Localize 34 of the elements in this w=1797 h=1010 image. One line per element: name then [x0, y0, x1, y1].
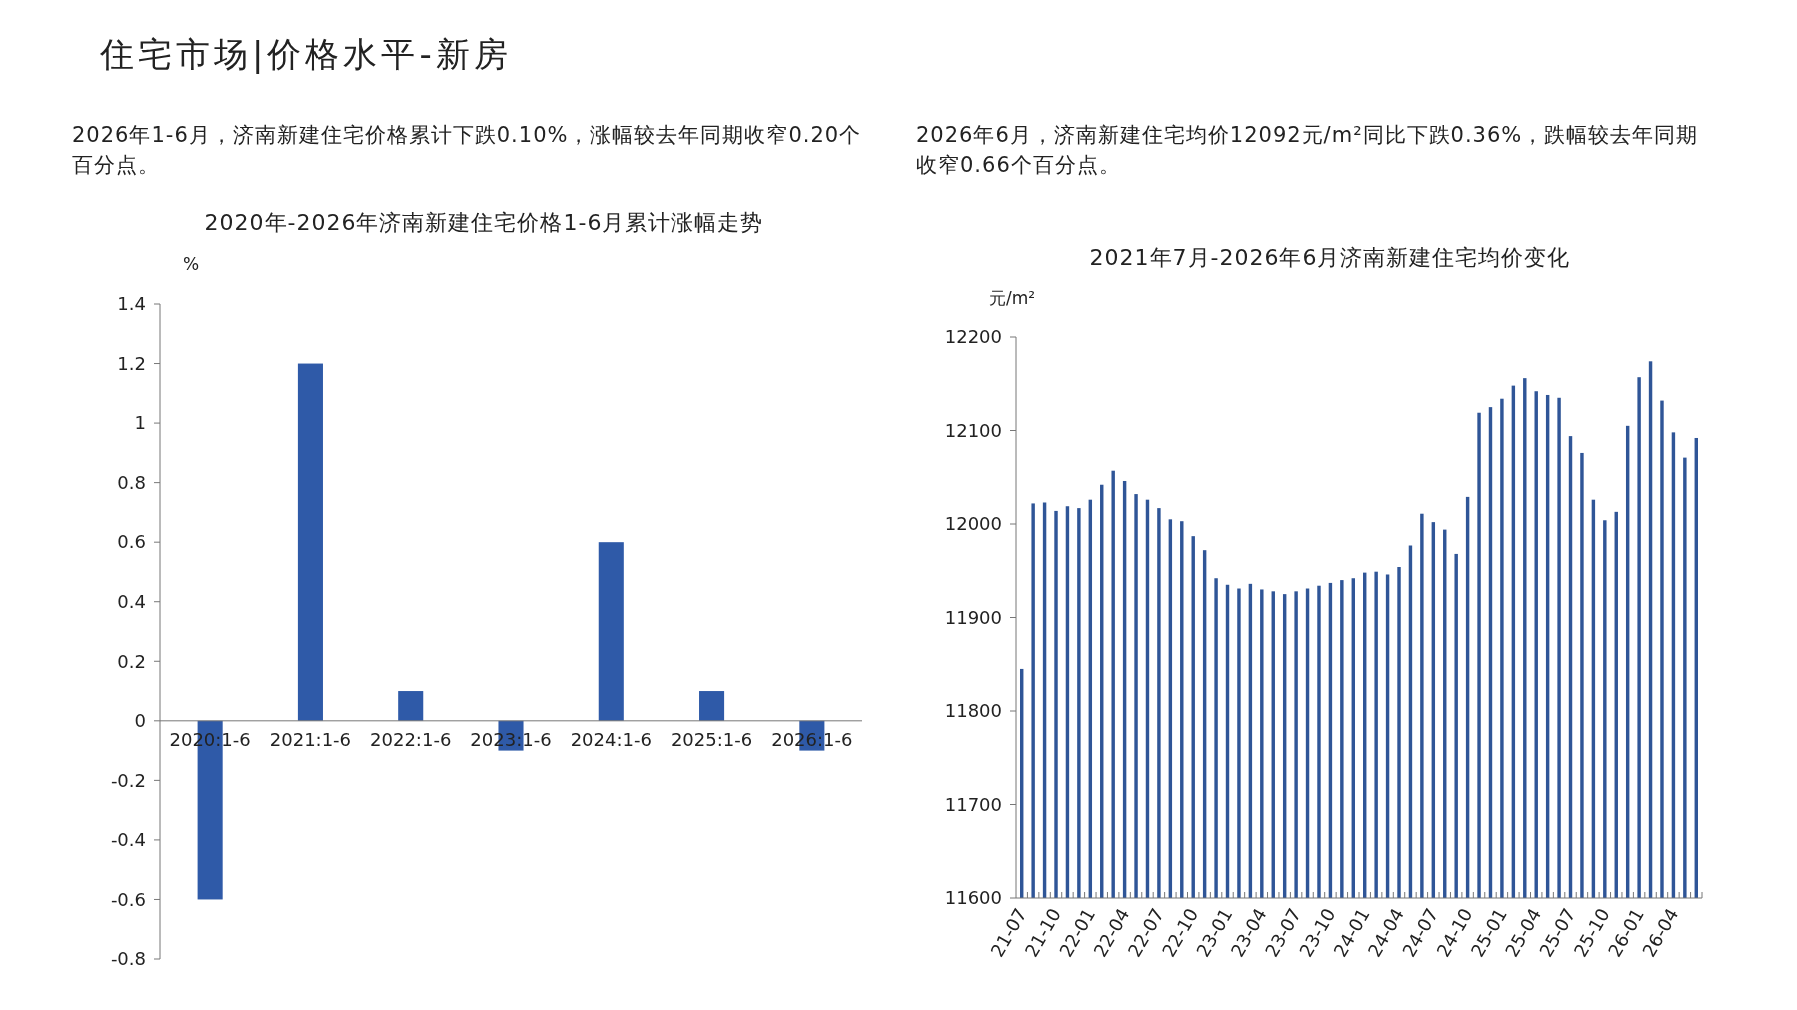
bar: [297, 363, 323, 721]
y-tick-label: -0.4: [110, 829, 146, 851]
y-tick-label: -0.8: [110, 948, 146, 970]
y-axis-title: 元/m²: [988, 288, 1036, 308]
y-tick-label: 0.2: [117, 650, 146, 672]
y-tick-label: 0.4: [117, 591, 146, 613]
y-tick-label: 1.2: [117, 352, 146, 374]
x-tick-label: 2024:1-6: [570, 728, 652, 750]
y-tick-label: 0.6: [117, 531, 146, 553]
chart-title: 2021年7月-2026年6月济南新建住宅均价变化: [1089, 245, 1571, 270]
y-tick-label: 11600: [944, 887, 1002, 909]
y-tick-label: 12000: [944, 513, 1002, 535]
y-tick-label: 11700: [944, 793, 1002, 815]
y-tick-label: 0.8: [117, 471, 146, 493]
y-tick-label: -0.2: [110, 769, 146, 791]
bar: [598, 542, 624, 721]
bar: [699, 691, 725, 721]
text: 2026年1-6月，济南新建住宅价格累计下跌0.10%，涨幅较去年同期收窄0.20个百分点。: [72, 122, 862, 180]
y-tick-label: 1.4: [117, 293, 146, 315]
y-tick-label: 12200: [944, 326, 1002, 348]
x-tick-label: 2022:1-6: [370, 728, 452, 750]
y-tick-label: 1: [134, 412, 146, 434]
bar: [398, 691, 424, 721]
chart-title: 2020年-2026年济南新建住宅价格1-6月累计涨幅走势: [204, 210, 764, 235]
y-tick-label: 0: [134, 710, 146, 732]
text: 住宅市场|价格水平-新房: [100, 33, 513, 76]
x-tick-label: 2025:1-6: [670, 728, 753, 750]
y-tick-label: 11800: [944, 700, 1002, 722]
y-tick-label: -0.6: [110, 888, 146, 910]
x-tick-label: 2021:1-6: [269, 728, 352, 750]
y-tick-label: 11900: [944, 606, 1002, 628]
y-axis-title: %: [182, 254, 200, 274]
text: 2026年6月，济南新建住宅均价12092元/m²同比下跌0.36%，跌幅较去年同期收窄0.66个百分点。: [916, 122, 1700, 180]
y-tick-label: 12100: [944, 419, 1002, 441]
